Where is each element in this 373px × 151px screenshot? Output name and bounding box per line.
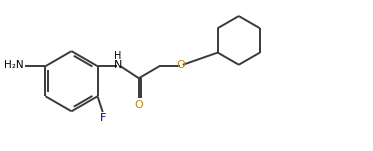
Text: O: O <box>134 100 143 110</box>
Text: N: N <box>114 60 122 70</box>
Text: H₂N: H₂N <box>4 60 23 70</box>
Text: H: H <box>115 51 122 61</box>
Text: F: F <box>100 113 106 123</box>
Text: O: O <box>176 60 185 70</box>
